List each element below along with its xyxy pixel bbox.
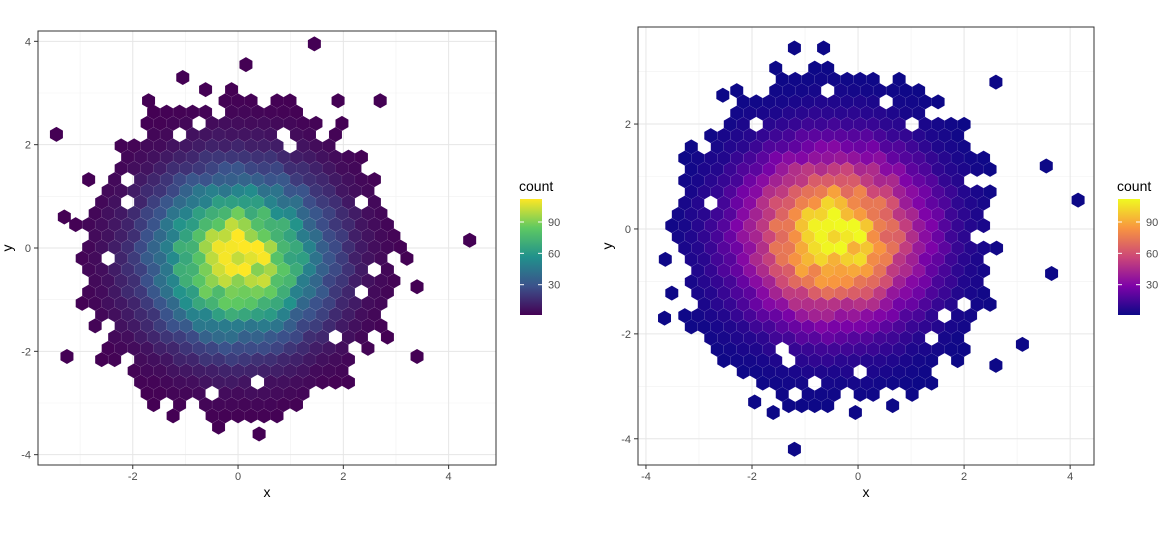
- hex-bin: [821, 397, 835, 414]
- outlier-hex-bin: [848, 405, 862, 421]
- outlier-hex-bin: [142, 93, 156, 109]
- hex-bin: [81, 171, 96, 188]
- outlier-hex-bin: [1015, 336, 1029, 352]
- outlier-hex-bin: [176, 70, 190, 85]
- y-tick-label: -4: [21, 450, 31, 462]
- colorbar-tick-label: 30: [548, 280, 560, 292]
- outlier-hex-bin: [817, 40, 831, 56]
- x-axis-label: x: [264, 484, 271, 500]
- outlier-hex-bin: [787, 441, 801, 457]
- colorbar-tick-label: 90: [1146, 217, 1158, 229]
- y-tick-label: 2: [625, 119, 631, 131]
- outlier-hex-bin: [463, 232, 477, 248]
- colorbar-tick-label: 60: [1146, 248, 1158, 260]
- x-tick-label: 2: [961, 471, 967, 483]
- outlier-hex-bin: [57, 209, 71, 225]
- hex-bin: [905, 386, 919, 403]
- y-tick-label: 2: [25, 140, 31, 152]
- y-tick-label: 0: [625, 224, 631, 236]
- hex-bin: [665, 285, 679, 301]
- x-tick-label: -4: [641, 471, 651, 483]
- hexbin-panel-viridis: -2 0 2 4 -4 -2 0 2 4 x y count 30 60 90: [0, 30, 560, 500]
- hex-bin: [211, 419, 226, 435]
- outlier-hex-bin: [239, 57, 253, 73]
- hex-bin: [270, 408, 284, 424]
- hex-bin: [289, 396, 304, 413]
- outlier-hex-bin: [60, 349, 74, 364]
- hexbin-panel-plasma: -4 -2 0 2 4 -4 -2 0 2 x y count 30 60 90: [599, 26, 1158, 500]
- y-axis-label: y: [0, 245, 15, 252]
- hex-bins: [49, 36, 477, 442]
- y-tick-label: -2: [21, 346, 31, 358]
- hex-bins: [658, 40, 1085, 457]
- hex-bin: [885, 397, 900, 414]
- outlier-hex-bin: [658, 310, 672, 326]
- colorbar: [520, 199, 542, 315]
- outlier-hex-bin: [252, 426, 266, 442]
- outlier-hex-bin: [410, 279, 424, 295]
- hex-bin: [107, 351, 122, 368]
- colorbar-tick-label: 90: [548, 217, 560, 229]
- colorbar: [1118, 199, 1140, 315]
- x-tick-label: 0: [235, 471, 241, 483]
- outlier-hex-bin: [716, 87, 730, 103]
- y-axis-label: y: [599, 243, 615, 250]
- hex-bin: [976, 217, 991, 234]
- x-tick-label: -2: [128, 471, 138, 483]
- outlier-hex-bin: [748, 394, 762, 410]
- x-tick-label: -2: [747, 471, 757, 483]
- legend-title: count: [519, 178, 553, 194]
- outlier-hex-bin: [787, 40, 801, 56]
- hex-bin: [361, 340, 375, 357]
- outlier-hex-bin: [1071, 192, 1085, 208]
- hex-bin: [950, 352, 965, 369]
- colorbar-tick-label: 60: [548, 248, 560, 260]
- hex-bin: [983, 161, 997, 178]
- legend-title: count: [1117, 178, 1151, 194]
- outlier-hex-bin: [1045, 266, 1059, 282]
- outlier-hex-bin: [989, 357, 1003, 373]
- colorbar-tick-label: 30: [1146, 280, 1158, 292]
- colorbar-legend: count 30 60 90: [1117, 178, 1158, 315]
- outlier-hex-bin: [49, 126, 63, 142]
- x-tick-label: 4: [446, 471, 452, 483]
- hex-bin: [924, 375, 939, 391]
- hex-bin: [983, 296, 997, 313]
- x-axis-label: x: [863, 484, 870, 500]
- hex-bin: [658, 251, 673, 268]
- hex-bin: [341, 374, 356, 390]
- hex-bin: [380, 329, 395, 345]
- outlier-hex-bin: [766, 405, 780, 421]
- x-tick-label: 4: [1067, 471, 1073, 483]
- hex-bin: [931, 94, 945, 110]
- hex-bin: [146, 396, 161, 413]
- outlier-hex-bin: [373, 93, 387, 109]
- colorbar-legend: count 30 60 90: [519, 178, 560, 315]
- hex-bin: [166, 408, 180, 424]
- outlier-hex-bin: [410, 349, 424, 364]
- panel-border: [637, 26, 1095, 466]
- outlier-hex-bin: [1039, 158, 1053, 174]
- x-tick-label: 2: [340, 471, 346, 483]
- y-tick-label: -2: [621, 329, 631, 341]
- hex-bin: [866, 386, 880, 403]
- x-tick-label: 0: [855, 471, 861, 483]
- outlier-hex-bin: [307, 36, 321, 52]
- outlier-hex-bin: [331, 93, 345, 109]
- hex-bin: [400, 250, 414, 267]
- hex-bin: [88, 318, 102, 334]
- hex-bin: [989, 240, 1004, 256]
- outlier-hex-bin: [989, 74, 1003, 90]
- y-tick-label: 4: [25, 36, 31, 48]
- y-tick-label: -4: [621, 434, 631, 446]
- y-tick-label: 0: [25, 243, 31, 255]
- hex-bin: [198, 81, 213, 98]
